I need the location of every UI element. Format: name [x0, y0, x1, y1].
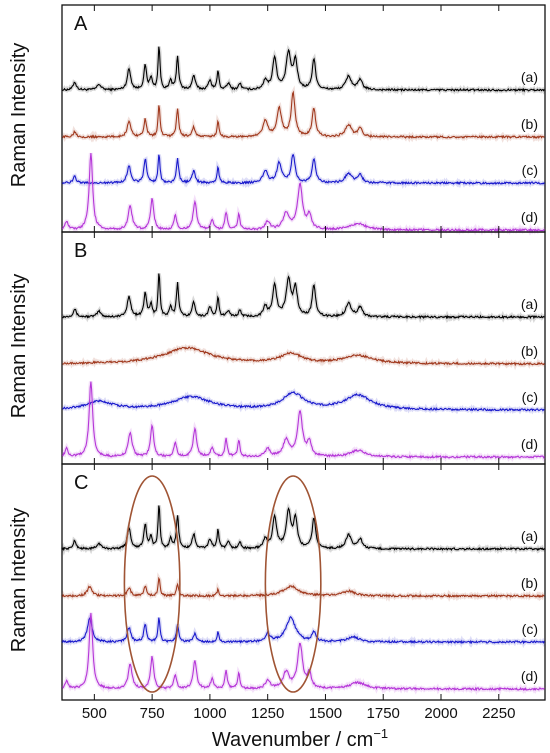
x-tick-label: 1750 — [367, 705, 400, 722]
series-label: (d) — [521, 436, 538, 452]
spectrum-line — [61, 505, 545, 552]
spectrum-line — [62, 154, 545, 186]
series-label: (d) — [521, 209, 538, 225]
spectrum-halo — [60, 503, 547, 556]
x-tick-label: 750 — [140, 705, 165, 722]
spectrum-line — [62, 346, 545, 367]
panel-letter: C — [74, 472, 88, 494]
series-label: (b) — [521, 575, 538, 591]
x-tick-label: 1500 — [309, 705, 342, 722]
series-label: (c) — [522, 162, 538, 178]
spectrum-halo — [60, 381, 547, 463]
spectrum-halo — [60, 572, 546, 602]
spectrum-line — [61, 616, 545, 645]
highlight-ellipse — [123, 475, 181, 693]
x-axis: 500 750 1000 1250 1500 1750 2000 2250 — [82, 705, 516, 722]
highlight-ellipse — [264, 475, 322, 693]
x-tick-label: 2250 — [482, 705, 515, 722]
x-tick-label: 500 — [82, 705, 107, 722]
x-tick-label: 1250 — [251, 705, 284, 722]
x-axis-label-unit-exponent: −1 — [373, 726, 388, 741]
spectrum-line — [62, 381, 545, 460]
series-label: (a) — [521, 69, 538, 85]
panel-c: C (a) (b) (c) (d) — [60, 463, 547, 701]
spectrum-line — [62, 90, 545, 140]
panel-b: B (a) (b) (c) (d) — [60, 231, 547, 465]
y-axis-label-panel-c: Raman Intensity — [8, 508, 30, 653]
spectrum-halo — [60, 85, 546, 143]
spectrum-halo — [61, 612, 546, 696]
series-label: (c) — [522, 621, 538, 637]
spectrum-line — [62, 46, 545, 93]
spectrum-line — [62, 390, 545, 412]
series-label: (a) — [521, 296, 538, 312]
spectrum-line — [62, 612, 545, 692]
panel-frame — [61, 463, 546, 701]
y-axis-label-panel-a: Raman Intensity — [8, 43, 30, 188]
spectrum-halo — [60, 614, 547, 649]
panel-letter: A — [74, 13, 88, 35]
x-tick-label: 1000 — [193, 705, 226, 722]
spectrum-line — [61, 153, 545, 233]
spectrum-line — [61, 576, 545, 599]
y-axis-label-panel-b: Raman Intensity — [8, 274, 30, 419]
spectrum-line — [62, 273, 545, 320]
x-axis-label-text: Wavenumber / cm — [212, 729, 374, 751]
x-tick-label: 2000 — [424, 705, 457, 722]
panels-group: A (a) (b) (c) (d) B (a) (b) (c) (d) C (a) (b) (c) (d) — [60, 4, 547, 701]
x-axis-label: Wavenumber / cm−1 — [212, 726, 388, 751]
series-label: (c) — [522, 389, 538, 405]
series-label: (b) — [521, 343, 538, 359]
panel-letter: B — [74, 240, 87, 262]
series-label: (d) — [521, 668, 538, 684]
series-label: (b) — [521, 116, 538, 132]
spectrum-halo — [61, 343, 547, 371]
panel-a: A (a) (b) (c) (d) — [60, 4, 547, 236]
spectrum-halo — [60, 152, 546, 236]
series-label: (a) — [521, 528, 538, 544]
